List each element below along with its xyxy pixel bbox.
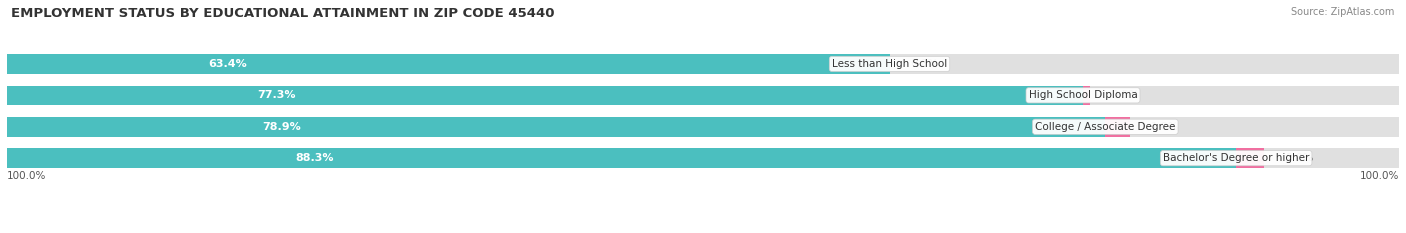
Text: 100.0%: 100.0%: [1360, 171, 1399, 181]
Bar: [7, 148, 1236, 168]
Text: 100.0%: 100.0%: [7, 171, 46, 181]
Bar: [7, 86, 1399, 105]
Bar: [1083, 86, 1090, 105]
Text: 0.5%: 0.5%: [1111, 90, 1139, 100]
Bar: [7, 148, 1399, 168]
Text: Less than High School: Less than High School: [832, 59, 948, 69]
Text: 2.0%: 2.0%: [1285, 153, 1313, 163]
Text: 1.8%: 1.8%: [1152, 122, 1180, 132]
Text: 0.0%: 0.0%: [911, 59, 939, 69]
Bar: [7, 54, 890, 74]
Bar: [7, 117, 1105, 137]
Text: High School Diploma: High School Diploma: [1029, 90, 1137, 100]
Bar: [7, 86, 1083, 105]
Text: 78.9%: 78.9%: [262, 122, 301, 132]
Text: 77.3%: 77.3%: [257, 90, 295, 100]
Bar: [7, 117, 1399, 137]
Text: Bachelor's Degree or higher: Bachelor's Degree or higher: [1163, 153, 1309, 163]
Text: College / Associate Degree: College / Associate Degree: [1035, 122, 1175, 132]
Text: EMPLOYMENT STATUS BY EDUCATIONAL ATTAINMENT IN ZIP CODE 45440: EMPLOYMENT STATUS BY EDUCATIONAL ATTAINM…: [11, 7, 555, 20]
Bar: [7, 54, 1399, 74]
Text: Source: ZipAtlas.com: Source: ZipAtlas.com: [1291, 7, 1395, 17]
Bar: [1236, 148, 1264, 168]
Bar: [1105, 117, 1130, 137]
Text: 63.4%: 63.4%: [208, 59, 247, 69]
Text: 88.3%: 88.3%: [295, 153, 333, 163]
